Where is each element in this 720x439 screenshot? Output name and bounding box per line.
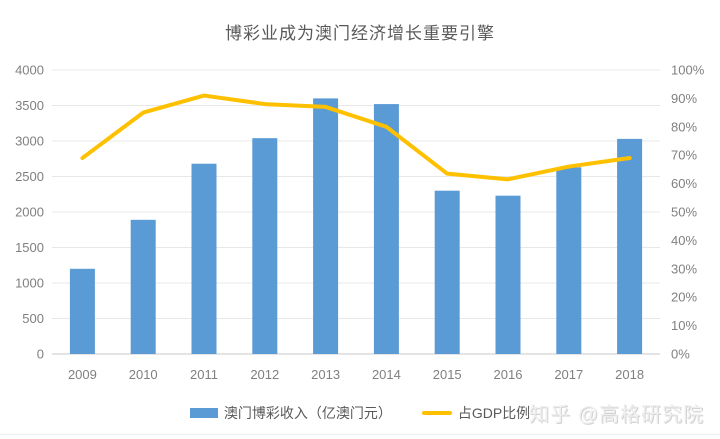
- watermark: 知乎 @高格研究院: [529, 404, 704, 426]
- bar-2010: [130, 219, 156, 354]
- bar-2016: [495, 195, 521, 354]
- x-axis-label: 2011: [190, 367, 218, 382]
- x-axis-label: 2016: [494, 367, 523, 382]
- x-axis-label: 2018: [615, 367, 644, 382]
- gdp-share-line: [80, 93, 632, 182]
- right-axis-tick-label: 60%: [671, 176, 697, 191]
- right-axis-tick-label: 10%: [671, 318, 697, 333]
- bar-2018: [617, 138, 643, 354]
- left-axis-tick-labels: 0 500 1000 1500 2000 2500 3000 3500 4000: [15, 63, 44, 362]
- x-axis-label: 2014: [372, 367, 401, 382]
- legend-line-label: 占GDP比例: [457, 405, 531, 421]
- right-axis-tick-label: 70%: [671, 148, 697, 163]
- bar-2009: [69, 268, 95, 354]
- left-axis-tick-label: 3500: [15, 98, 44, 113]
- bar-2013: [313, 98, 339, 355]
- bar-series: [69, 98, 643, 355]
- bar-2011: [191, 163, 217, 354]
- legend-item-bar-series: 澳门博彩收入（亿澳门元）: [189, 403, 392, 423]
- line-series-swatch-icon: [421, 411, 452, 415]
- bar-2014: [373, 104, 399, 354]
- left-axis-tick-label: 2500: [15, 169, 44, 184]
- bar-2012: [252, 138, 278, 354]
- legend-item-line-series: 占GDP比例: [421, 403, 531, 423]
- left-axis-tick-label: 4000: [15, 63, 44, 78]
- left-axis-tick-label: 1000: [15, 276, 44, 291]
- right-axis-tick-label: 30%: [671, 261, 697, 276]
- bar-2015: [434, 190, 460, 354]
- x-axis-label: 2010: [129, 367, 158, 382]
- x-axis-labels: 2009 2010 2011 2012 2013 2014 2015 2016 2017 2018: [68, 367, 644, 382]
- right-axis-tick-labels: 0% 10% 20% 30% 40% 50% 60% 70% 80% 90% 100%: [671, 63, 705, 362]
- left-axis-tick-label: 500: [22, 311, 44, 326]
- left-axis-tick-label: 2000: [15, 205, 44, 220]
- right-axis-tick-label: 80%: [671, 119, 697, 134]
- x-axis-label: 2013: [311, 367, 340, 382]
- chart-legend: 澳门博彩收入（亿澳门元） 占GDP比例: [0, 403, 720, 423]
- chart-title: 博彩业成为澳门经济增长重要引擎: [225, 24, 495, 43]
- bar-series-swatch-icon: [189, 408, 218, 418]
- right-axis-tick-label: 50%: [671, 205, 697, 220]
- x-axis-label: 2015: [433, 367, 462, 382]
- legend-bar-label: 澳门博彩收入（亿澳门元）: [223, 405, 392, 421]
- x-axis-label: 2012: [250, 367, 279, 382]
- bar-2017: [556, 167, 582, 354]
- right-axis-tick-label: 100%: [671, 63, 705, 78]
- right-axis-tick-label: 40%: [671, 233, 697, 248]
- left-axis-tick-label: 0: [37, 347, 44, 362]
- x-axis-label: 2017: [554, 367, 583, 382]
- bottom-divider: [0, 434, 720, 435]
- right-axis-tick-label: 90%: [671, 91, 697, 106]
- right-axis-tick-label: 20%: [671, 290, 697, 305]
- right-axis-tick-label: 0%: [671, 347, 690, 362]
- left-axis-tick-label: 1500: [15, 240, 44, 255]
- x-axis-label: 2009: [68, 367, 97, 382]
- left-axis-tick-label: 3000: [15, 134, 44, 149]
